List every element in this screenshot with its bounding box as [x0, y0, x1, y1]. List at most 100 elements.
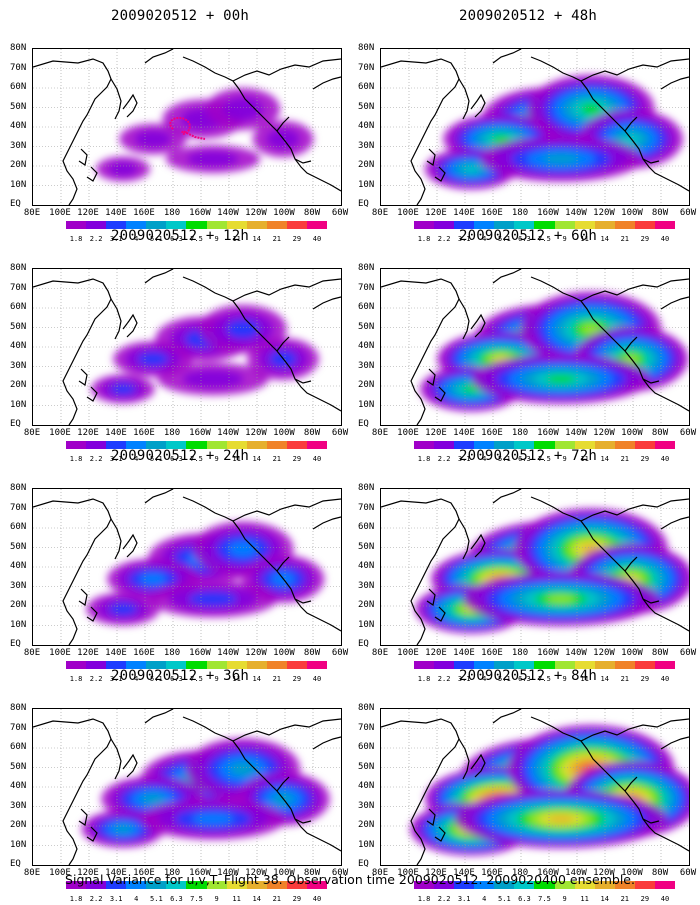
colorbar-swatch	[266, 661, 287, 669]
map-grid	[381, 489, 689, 645]
lat-tick-label: 60N	[358, 742, 375, 752]
colorbar-label: 21	[620, 235, 630, 243]
coastline	[33, 709, 341, 865]
colorbar-label: 2.2	[437, 675, 451, 683]
lon-axis: 80E 100E 120E 140E 160E 180 160W 140W 120W 100W 80…	[366, 428, 696, 440]
colorbar-label: 4	[482, 235, 487, 243]
lat-tick-label: 70N	[10, 62, 27, 73]
panel-title: 2009020512 + 36h	[110, 668, 250, 684]
colorbar-label: 1.8	[417, 455, 431, 463]
lon-tick-label: 80E	[23, 208, 41, 218]
colorbar-labels: 1.8 2.2 3.1 4 5.1 6.3 7.5 9 11 14 21 29 40	[66, 455, 327, 465]
colorbar-label: 5.1	[150, 675, 163, 683]
lon-tick-label: 140W	[217, 208, 239, 218]
lat-tick-label: 10N	[358, 179, 375, 190]
colorbar-label: 5.1	[498, 455, 511, 463]
lat-tick-label: 60N	[10, 742, 27, 752]
variance-map	[32, 708, 342, 866]
colorbar-label: 1.8	[69, 235, 83, 243]
colorbar-label: 21	[272, 675, 282, 683]
colorbar-swatch	[534, 221, 555, 229]
colorbar-swatch	[86, 221, 107, 229]
map-grid	[33, 49, 341, 205]
variance-map	[380, 268, 690, 426]
lat-tick-label: 80N	[10, 703, 27, 713]
map-grid	[33, 709, 341, 865]
colorbar-swatch	[574, 881, 595, 889]
colorbar-swatch	[534, 661, 555, 669]
lat-tick-label: 10N	[10, 839, 27, 850]
colorbar-label: 40	[312, 235, 322, 243]
lat-tick-label: 20N	[10, 380, 27, 390]
lon-tick-label: 60W	[679, 428, 697, 438]
lon-tick-label: 120W	[593, 428, 615, 438]
lon-tick-label: 140E	[453, 208, 475, 218]
map-panel: 2009020512 + 24h 80N 70N 60N 50N 40N 30N 20N 10N…	[10, 448, 350, 683]
colorbar-labels: 1.8 2.2 3.1 4 5.1 6.3 7.5 9 11 14 21 29 40	[66, 675, 327, 685]
variance-contour	[192, 813, 234, 825]
lon-tick-label: 120W	[245, 868, 267, 878]
lat-tick-label: 80N	[358, 43, 375, 53]
lat-tick-label: 10N	[358, 619, 375, 630]
lat-tick-label: 60N	[358, 302, 375, 312]
lon-tick-label: 160W	[537, 868, 559, 878]
colorbar-label: 14	[252, 895, 261, 903]
colorbar-label: 40	[660, 895, 670, 903]
colorbar-label: 4	[482, 675, 487, 683]
variance-map	[380, 48, 690, 206]
lon-tick-label: 120W	[593, 868, 615, 878]
colorbar-label: 4	[482, 895, 487, 903]
lon-tick-label: 120E	[425, 208, 447, 218]
lat-tick-label: 30N	[358, 800, 375, 811]
lon-tick-label: 160E	[481, 428, 503, 438]
colorbar-label: 7.5	[190, 455, 203, 463]
colorbar-label: 6.3	[170, 675, 183, 683]
lat-tick-label: 40N	[10, 781, 27, 791]
colorbar-label: 29	[640, 895, 650, 903]
coastline	[33, 489, 341, 645]
variance-contour	[111, 383, 135, 395]
colorbar-labels: 1.8 2.2 3.1 4 5.1 6.3 7.5 9 11 14 21 29 40	[66, 235, 327, 245]
lon-tick-label: 140E	[105, 648, 127, 658]
colorbar-label: 40	[312, 895, 322, 903]
colorbar-label: 21	[272, 895, 282, 903]
colorbar	[414, 881, 676, 893]
lon-axis: 80E 100E 120E 140E 160E 180 160W 140W 120W 100W 80…	[18, 868, 348, 880]
variance-map	[32, 48, 342, 206]
lon-tick-label: 80W	[651, 648, 669, 658]
lat-tick-label: 40N	[358, 341, 375, 351]
lat-tick-label: 80N	[358, 483, 375, 493]
colorbar-label: 6.3	[518, 895, 531, 903]
colorbar-swatch	[206, 441, 227, 449]
colorbar-swatch	[166, 661, 187, 669]
coastline	[33, 49, 341, 205]
map-panel: 2009020512 + 12h 80N 70N 60N 50N 40N 30N 20N 10N…	[10, 228, 350, 463]
lon-tick-label: 160W	[537, 648, 559, 658]
colorbar-label: 14	[252, 675, 261, 683]
lon-tick-label: 140W	[217, 868, 239, 878]
lat-tick-label: 10N	[358, 839, 375, 850]
colorbar-label: 14	[600, 895, 609, 903]
colorbar-swatch	[286, 661, 307, 669]
colorbar-swatch	[474, 441, 495, 449]
colorbar-swatch	[594, 661, 615, 669]
colorbar-label: 29	[640, 455, 650, 463]
colorbar-label: 6.3	[170, 455, 183, 463]
colorbar-label: 7.5	[538, 455, 551, 463]
colorbar-labels: 1.8 2.2 3.1 4 5.1 6.3 7.5 9 11 14 21 29 40	[414, 895, 675, 905]
colorbar-swatch	[126, 221, 147, 229]
lon-tick-label: 60W	[679, 208, 697, 218]
colorbar-label: 9	[562, 455, 567, 463]
colorbar-swatch	[494, 441, 515, 449]
colorbar-swatch	[306, 661, 328, 669]
lat-tick-label: EQ	[10, 859, 21, 869]
lon-tick-label: 100E	[49, 428, 71, 438]
lat-tick-label: 30N	[10, 360, 27, 371]
colorbar-label: 6.3	[170, 895, 183, 903]
lat-tick-label: EQ	[10, 419, 21, 429]
colorbar-label: 14	[252, 455, 261, 463]
lat-tick-label: 10N	[10, 179, 27, 190]
colorbar-label: 2.2	[437, 455, 451, 463]
lat-tick-label: 60N	[10, 522, 27, 532]
colorbar-swatch	[186, 881, 207, 889]
